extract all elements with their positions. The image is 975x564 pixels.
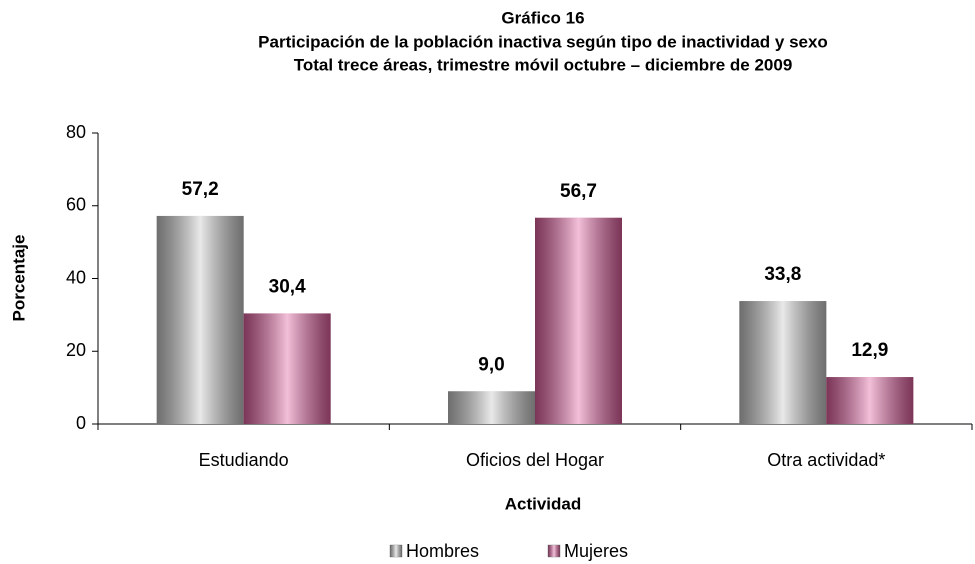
bar	[243, 313, 331, 424]
chart-title: Gráfico 16	[501, 8, 584, 27]
y-tick-label: 40	[66, 267, 86, 287]
legend-label: Hombres	[406, 541, 479, 561]
x-tick-label: Oficios del Hogar	[466, 450, 604, 470]
y-tick-label: 0	[76, 413, 86, 433]
y-axis-label: Porcentaje	[9, 235, 28, 322]
chart-subtitle: Participación de la población inactiva s…	[258, 32, 828, 51]
bar	[448, 391, 535, 424]
bar	[826, 377, 914, 424]
legend-swatch-shading	[548, 545, 560, 557]
chart-subtitle: Total trece áreas, trimestre móvil octub…	[294, 55, 793, 74]
legend-label: Mujeres	[564, 541, 628, 561]
value-label: 12,9	[851, 340, 888, 361]
legend-swatch-shading	[390, 545, 402, 557]
bar	[739, 301, 827, 424]
bar	[535, 217, 622, 424]
value-label: 30,4	[269, 276, 306, 297]
x-axis-label: Actividad	[505, 494, 582, 513]
value-label: 56,7	[560, 181, 597, 202]
value-label: 57,2	[182, 179, 219, 200]
x-tick-label: Estudiando	[199, 450, 289, 470]
bar	[156, 215, 244, 424]
x-tick-label: Otra actividad*	[767, 450, 885, 470]
y-tick-label: 60	[66, 195, 86, 215]
value-label: 9,0	[478, 354, 504, 375]
y-tick-label: 20	[66, 340, 86, 360]
value-label: 33,8	[764, 264, 801, 285]
y-tick-label: 80	[66, 122, 86, 142]
